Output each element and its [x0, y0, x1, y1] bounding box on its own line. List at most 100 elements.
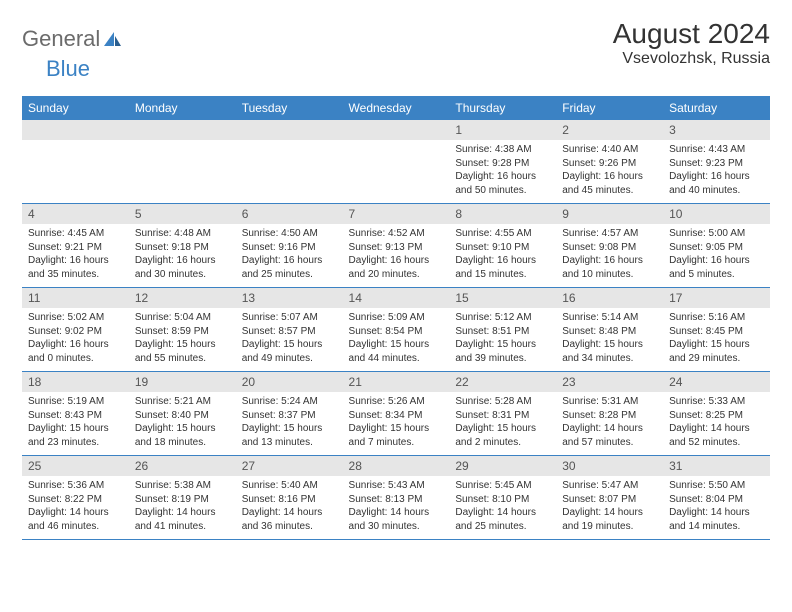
day-number: 28 — [343, 456, 450, 476]
day-number: 30 — [556, 456, 663, 476]
sunrise: Sunrise: 5:40 AM — [242, 479, 337, 493]
logo-text-blue: Blue — [22, 56, 90, 82]
day-data: Sunrise: 5:19 AMSunset: 8:43 PMDaylight:… — [22, 392, 129, 455]
month-title: August 2024 — [613, 18, 770, 50]
sunrise: Sunrise: 4:55 AM — [455, 227, 550, 241]
day-number: 8 — [449, 204, 556, 224]
day-number: 29 — [449, 456, 556, 476]
day-data: Sunrise: 5:02 AMSunset: 9:02 PMDaylight:… — [22, 308, 129, 371]
day-data — [236, 140, 343, 198]
sunrise: Sunrise: 5:00 AM — [669, 227, 764, 241]
day-data: Sunrise: 5:36 AMSunset: 8:22 PMDaylight:… — [22, 476, 129, 539]
daylight: Daylight: 16 hours and 15 minutes. — [455, 254, 550, 281]
day-number: 6 — [236, 204, 343, 224]
day-data: Sunrise: 4:55 AMSunset: 9:10 PMDaylight:… — [449, 224, 556, 287]
calendar-cell: 2Sunrise: 4:40 AMSunset: 9:26 PMDaylight… — [556, 120, 663, 204]
calendar-cell: 26Sunrise: 5:38 AMSunset: 8:19 PMDayligh… — [129, 456, 236, 540]
calendar-row: 11Sunrise: 5:02 AMSunset: 9:02 PMDayligh… — [22, 288, 770, 372]
sunrise: Sunrise: 4:50 AM — [242, 227, 337, 241]
calendar-cell: 30Sunrise: 5:47 AMSunset: 8:07 PMDayligh… — [556, 456, 663, 540]
sunset: Sunset: 8:45 PM — [669, 325, 764, 339]
logo-text-general: General — [22, 26, 100, 52]
day-data: Sunrise: 4:45 AMSunset: 9:21 PMDaylight:… — [22, 224, 129, 287]
calendar-cell: 23Sunrise: 5:31 AMSunset: 8:28 PMDayligh… — [556, 372, 663, 456]
weekday-header: Saturday — [663, 96, 770, 120]
calendar-cell: 13Sunrise: 5:07 AMSunset: 8:57 PMDayligh… — [236, 288, 343, 372]
calendar-cell: 18Sunrise: 5:19 AMSunset: 8:43 PMDayligh… — [22, 372, 129, 456]
calendar-cell: 28Sunrise: 5:43 AMSunset: 8:13 PMDayligh… — [343, 456, 450, 540]
day-number: 17 — [663, 288, 770, 308]
sunset: Sunset: 9:02 PM — [28, 325, 123, 339]
sunrise: Sunrise: 5:12 AM — [455, 311, 550, 325]
sunrise: Sunrise: 5:50 AM — [669, 479, 764, 493]
daylight: Daylight: 15 hours and 29 minutes. — [669, 338, 764, 365]
day-data: Sunrise: 5:43 AMSunset: 8:13 PMDaylight:… — [343, 476, 450, 539]
calendar-cell: 19Sunrise: 5:21 AMSunset: 8:40 PMDayligh… — [129, 372, 236, 456]
day-data: Sunrise: 5:38 AMSunset: 8:19 PMDaylight:… — [129, 476, 236, 539]
sunset: Sunset: 8:28 PM — [562, 409, 657, 423]
day-data: Sunrise: 4:40 AMSunset: 9:26 PMDaylight:… — [556, 140, 663, 203]
sunrise: Sunrise: 5:31 AM — [562, 395, 657, 409]
day-number: 19 — [129, 372, 236, 392]
day-number: 24 — [663, 372, 770, 392]
sunset: Sunset: 8:43 PM — [28, 409, 123, 423]
location: Vsevolozhsk, Russia — [613, 50, 770, 68]
day-data: Sunrise: 5:04 AMSunset: 8:59 PMDaylight:… — [129, 308, 236, 371]
daylight: Daylight: 15 hours and 13 minutes. — [242, 422, 337, 449]
daylight: Daylight: 15 hours and 44 minutes. — [349, 338, 444, 365]
day-data: Sunrise: 5:14 AMSunset: 8:48 PMDaylight:… — [556, 308, 663, 371]
day-number: 21 — [343, 372, 450, 392]
day-number: 14 — [343, 288, 450, 308]
daylight: Daylight: 15 hours and 18 minutes. — [135, 422, 230, 449]
daylight: Daylight: 14 hours and 14 minutes. — [669, 506, 764, 533]
calendar-cell: 27Sunrise: 5:40 AMSunset: 8:16 PMDayligh… — [236, 456, 343, 540]
calendar-table: SundayMondayTuesdayWednesdayThursdayFrid… — [22, 96, 770, 540]
day-number — [22, 120, 129, 140]
sunrise: Sunrise: 5:07 AM — [242, 311, 337, 325]
day-data: Sunrise: 5:50 AMSunset: 8:04 PMDaylight:… — [663, 476, 770, 539]
sunrise: Sunrise: 4:48 AM — [135, 227, 230, 241]
daylight: Daylight: 15 hours and 34 minutes. — [562, 338, 657, 365]
sunrise: Sunrise: 4:57 AM — [562, 227, 657, 241]
sunrise: Sunrise: 5:36 AM — [28, 479, 123, 493]
weekday-header: Thursday — [449, 96, 556, 120]
weekday-header: Friday — [556, 96, 663, 120]
logo: General — [22, 18, 124, 52]
day-number: 1 — [449, 120, 556, 140]
day-number — [236, 120, 343, 140]
calendar-cell: 11Sunrise: 5:02 AMSunset: 9:02 PMDayligh… — [22, 288, 129, 372]
day-data: Sunrise: 5:00 AMSunset: 9:05 PMDaylight:… — [663, 224, 770, 287]
sunset: Sunset: 9:05 PM — [669, 241, 764, 255]
sunrise: Sunrise: 5:21 AM — [135, 395, 230, 409]
day-data: Sunrise: 5:45 AMSunset: 8:10 PMDaylight:… — [449, 476, 556, 539]
calendar-cell: 16Sunrise: 5:14 AMSunset: 8:48 PMDayligh… — [556, 288, 663, 372]
day-data: Sunrise: 5:31 AMSunset: 8:28 PMDaylight:… — [556, 392, 663, 455]
calendar-cell: 8Sunrise: 4:55 AMSunset: 9:10 PMDaylight… — [449, 204, 556, 288]
sunset: Sunset: 8:54 PM — [349, 325, 444, 339]
daylight: Daylight: 15 hours and 23 minutes. — [28, 422, 123, 449]
calendar-cell: 10Sunrise: 5:00 AMSunset: 9:05 PMDayligh… — [663, 204, 770, 288]
daylight: Daylight: 14 hours and 52 minutes. — [669, 422, 764, 449]
day-data: Sunrise: 4:50 AMSunset: 9:16 PMDaylight:… — [236, 224, 343, 287]
day-number: 12 — [129, 288, 236, 308]
sunset: Sunset: 9:10 PM — [455, 241, 550, 255]
daylight: Daylight: 16 hours and 35 minutes. — [28, 254, 123, 281]
sunrise: Sunrise: 5:45 AM — [455, 479, 550, 493]
sunrise: Sunrise: 5:26 AM — [349, 395, 444, 409]
sunrise: Sunrise: 5:38 AM — [135, 479, 230, 493]
sunrise: Sunrise: 5:47 AM — [562, 479, 657, 493]
calendar-cell: 6Sunrise: 4:50 AMSunset: 9:16 PMDaylight… — [236, 204, 343, 288]
sunrise: Sunrise: 5:04 AM — [135, 311, 230, 325]
sunset: Sunset: 8:37 PM — [242, 409, 337, 423]
sunrise: Sunrise: 4:43 AM — [669, 143, 764, 157]
sunrise: Sunrise: 5:24 AM — [242, 395, 337, 409]
daylight: Daylight: 16 hours and 20 minutes. — [349, 254, 444, 281]
day-data: Sunrise: 5:47 AMSunset: 8:07 PMDaylight:… — [556, 476, 663, 539]
sunrise: Sunrise: 5:28 AM — [455, 395, 550, 409]
sunrise: Sunrise: 5:19 AM — [28, 395, 123, 409]
day-data: Sunrise: 5:26 AMSunset: 8:34 PMDaylight:… — [343, 392, 450, 455]
calendar-cell: 20Sunrise: 5:24 AMSunset: 8:37 PMDayligh… — [236, 372, 343, 456]
sunset: Sunset: 9:08 PM — [562, 241, 657, 255]
calendar-cell: 3Sunrise: 4:43 AMSunset: 9:23 PMDaylight… — [663, 120, 770, 204]
daylight: Daylight: 14 hours and 46 minutes. — [28, 506, 123, 533]
